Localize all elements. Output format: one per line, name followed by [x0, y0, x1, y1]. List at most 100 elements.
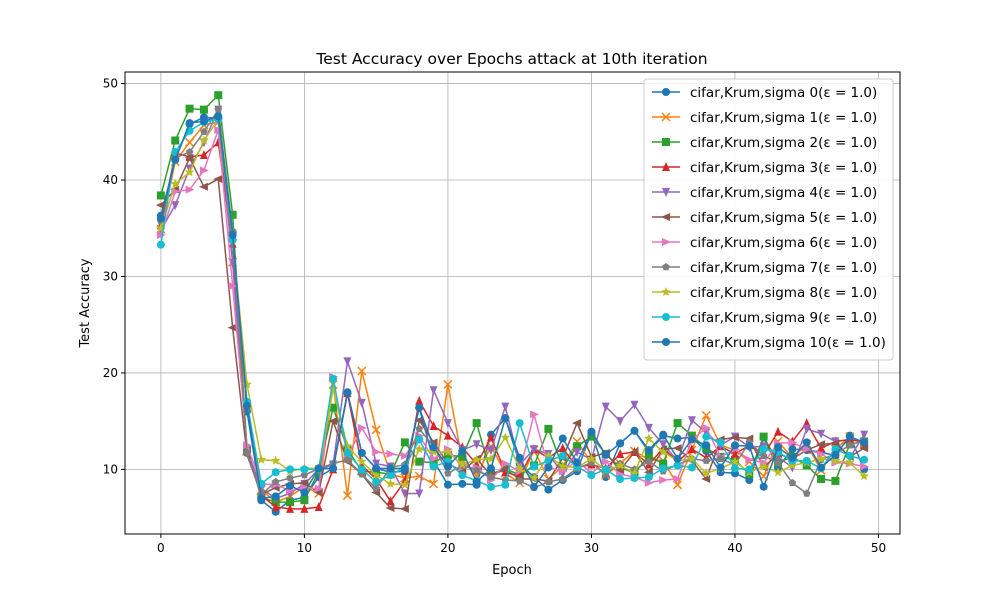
- data-point: [544, 463, 553, 472]
- data-point: [342, 490, 352, 500]
- data-point: [257, 494, 266, 503]
- data-point: [386, 496, 395, 506]
- legend-label: cifar,Krum,sigma 1(ε = 1.0): [690, 110, 877, 126]
- data-point: [399, 504, 409, 513]
- series-layer: [155, 91, 870, 516]
- data-point: [817, 429, 826, 439]
- data-point: [687, 444, 696, 454]
- data-point: [673, 461, 682, 470]
- data-point: [802, 489, 811, 497]
- data-point: [673, 434, 682, 443]
- data-point: [256, 454, 267, 464]
- data-point: [214, 105, 223, 113]
- data-point: [662, 238, 671, 246]
- data-point: [342, 441, 353, 451]
- data-point: [802, 438, 811, 447]
- data-point: [171, 136, 180, 145]
- data-point: [313, 488, 323, 497]
- data-point: [501, 480, 510, 489]
- data-point: [544, 485, 553, 494]
- data-point: [659, 430, 668, 439]
- data-point: [515, 419, 524, 428]
- data-point: [357, 366, 367, 376]
- legend-item: cifar,Krum,sigma 5(ε = 1.0): [652, 210, 877, 226]
- data-point: [859, 444, 869, 453]
- data-point: [428, 447, 439, 457]
- data-point: [773, 467, 783, 477]
- x-tick-label: 50: [871, 541, 886, 555]
- data-point: [443, 462, 452, 471]
- x-axis-label: Epoch: [492, 563, 532, 578]
- data-point: [774, 443, 783, 452]
- data-point: [759, 445, 768, 454]
- x-tick-label: 10: [297, 541, 312, 555]
- data-point: [185, 185, 195, 194]
- data-point: [443, 379, 453, 390]
- data-point: [271, 477, 280, 486]
- data-point: [200, 127, 208, 136]
- data-point: [329, 464, 338, 473]
- data-point: [400, 464, 409, 473]
- data-point: [155, 201, 165, 210]
- data-point: [716, 463, 725, 472]
- data-point: [644, 433, 654, 443]
- data-point: [830, 439, 840, 448]
- data-point: [213, 175, 223, 184]
- data-point: [314, 484, 324, 493]
- data-point: [659, 440, 668, 450]
- data-point: [271, 501, 280, 511]
- data-point: [644, 473, 653, 482]
- data-point: [329, 403, 338, 412]
- data-point: [271, 492, 280, 501]
- data-point: [573, 448, 582, 458]
- data-point: [544, 477, 553, 486]
- data-point: [270, 455, 281, 465]
- data-point: [515, 453, 524, 462]
- x-tick-label: 0: [157, 541, 165, 555]
- data-point: [662, 188, 670, 197]
- data-point: [644, 446, 653, 455]
- data-point: [831, 476, 840, 485]
- data-point: [601, 465, 610, 474]
- data-point: [501, 402, 510, 412]
- data-point: [745, 442, 754, 451]
- legend-item: cifar,Krum,sigma 9(ε = 1.0): [652, 310, 877, 326]
- data-point: [745, 455, 755, 464]
- data-point: [443, 450, 452, 459]
- data-point: [616, 439, 625, 448]
- data-point: [472, 466, 481, 474]
- data-point: [830, 455, 841, 465]
- y-axis-label: Test Accuracy: [78, 258, 93, 348]
- data-point: [500, 432, 511, 442]
- data-point: [802, 418, 811, 428]
- data-point: [529, 473, 539, 483]
- legend-label: cifar,Krum,sigma 0(ε = 1.0): [690, 85, 877, 101]
- data-point: [400, 438, 409, 447]
- data-point: [759, 451, 768, 460]
- data-point: [214, 125, 224, 134]
- data-point: [774, 458, 782, 466]
- data-point: [458, 447, 467, 456]
- data-point: [228, 231, 237, 240]
- data-point: [271, 468, 280, 477]
- data-point: [859, 471, 869, 481]
- legend-item: cifar,Krum,sigma 8(ε = 1.0): [652, 285, 877, 301]
- data-point: [557, 461, 568, 471]
- data-point: [802, 456, 811, 465]
- data-point: [659, 475, 669, 484]
- data-point: [242, 401, 251, 410]
- data-point: [745, 465, 754, 474]
- legend-label: cifar,Krum,sigma 8(ε = 1.0): [690, 285, 877, 301]
- data-point: [500, 465, 510, 474]
- data-point: [845, 441, 854, 449]
- data-point: [372, 448, 382, 457]
- data-point: [816, 453, 826, 463]
- y-tick-label: 30: [103, 269, 118, 283]
- data-point: [472, 477, 481, 486]
- data-point: [472, 419, 481, 428]
- data-point: [661, 112, 671, 122]
- data-point: [414, 444, 424, 454]
- data-point: [629, 448, 639, 457]
- data-point: [300, 503, 309, 513]
- data-point: [171, 155, 180, 164]
